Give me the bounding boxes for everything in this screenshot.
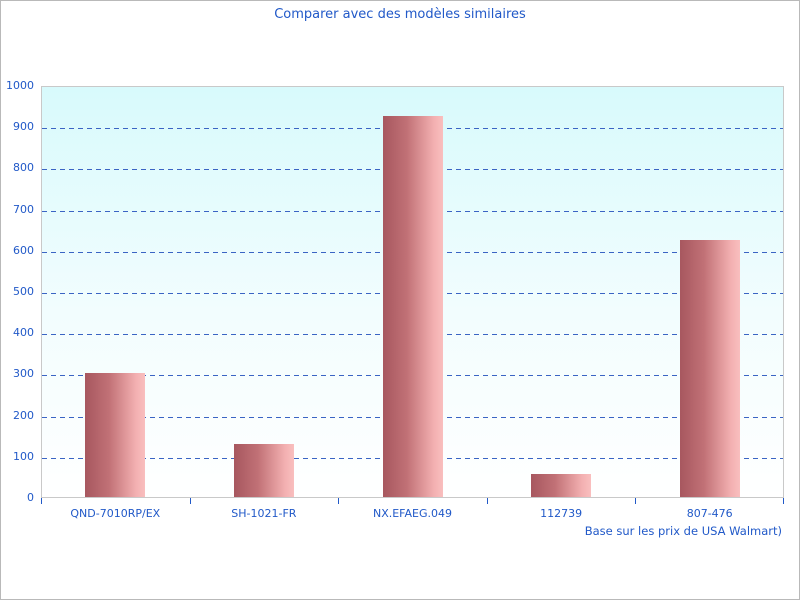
x-axis-tick	[635, 498, 637, 504]
y-axis-tick-label: 100	[13, 449, 34, 463]
bar-NX.EFAEG.049	[382, 115, 443, 497]
x-axis-category-label: 112739	[540, 507, 583, 520]
y-axis-tick-label: 900	[13, 120, 34, 134]
y-axis-tick-label: 300	[13, 367, 34, 381]
x-axis-tick	[41, 498, 42, 504]
bar-QND-7010RP/EX	[85, 373, 146, 497]
x-axis-category-label: SH-1021-FR	[231, 507, 297, 520]
x-axis-tick	[189, 498, 191, 504]
y-axis-tick-label: 1000	[6, 79, 34, 92]
y-axis-tick-label: 800	[13, 161, 34, 175]
x-axis-tick	[338, 498, 340, 504]
x-axis-tick	[783, 498, 784, 504]
plot-area	[41, 86, 784, 498]
y-axis-tick-label: 0	[27, 491, 34, 504]
y-axis-tick-label: 700	[13, 202, 34, 216]
x-axis-category-label: 807-476	[686, 507, 733, 520]
bar-SH-1021-FR	[233, 444, 294, 497]
y-axis-tick-label: 200	[13, 408, 34, 422]
x-axis-tick	[486, 498, 488, 504]
chart-footnote: Base sur les prix de USA Walmart)	[584, 524, 782, 538]
x-axis-category-label: QND-7010RP/EX	[70, 507, 161, 520]
bar-112739	[531, 474, 592, 497]
x-axis-category-label: NX.EFAEG.049	[372, 507, 452, 520]
y-axis-tick-label: 400	[13, 326, 34, 340]
chart-title: Comparer avec des modèles similaires	[274, 7, 526, 22]
y-axis-tick-label: 500	[13, 285, 34, 298]
y-axis-tick-label: 600	[13, 243, 34, 257]
bar-807-476	[679, 239, 740, 497]
